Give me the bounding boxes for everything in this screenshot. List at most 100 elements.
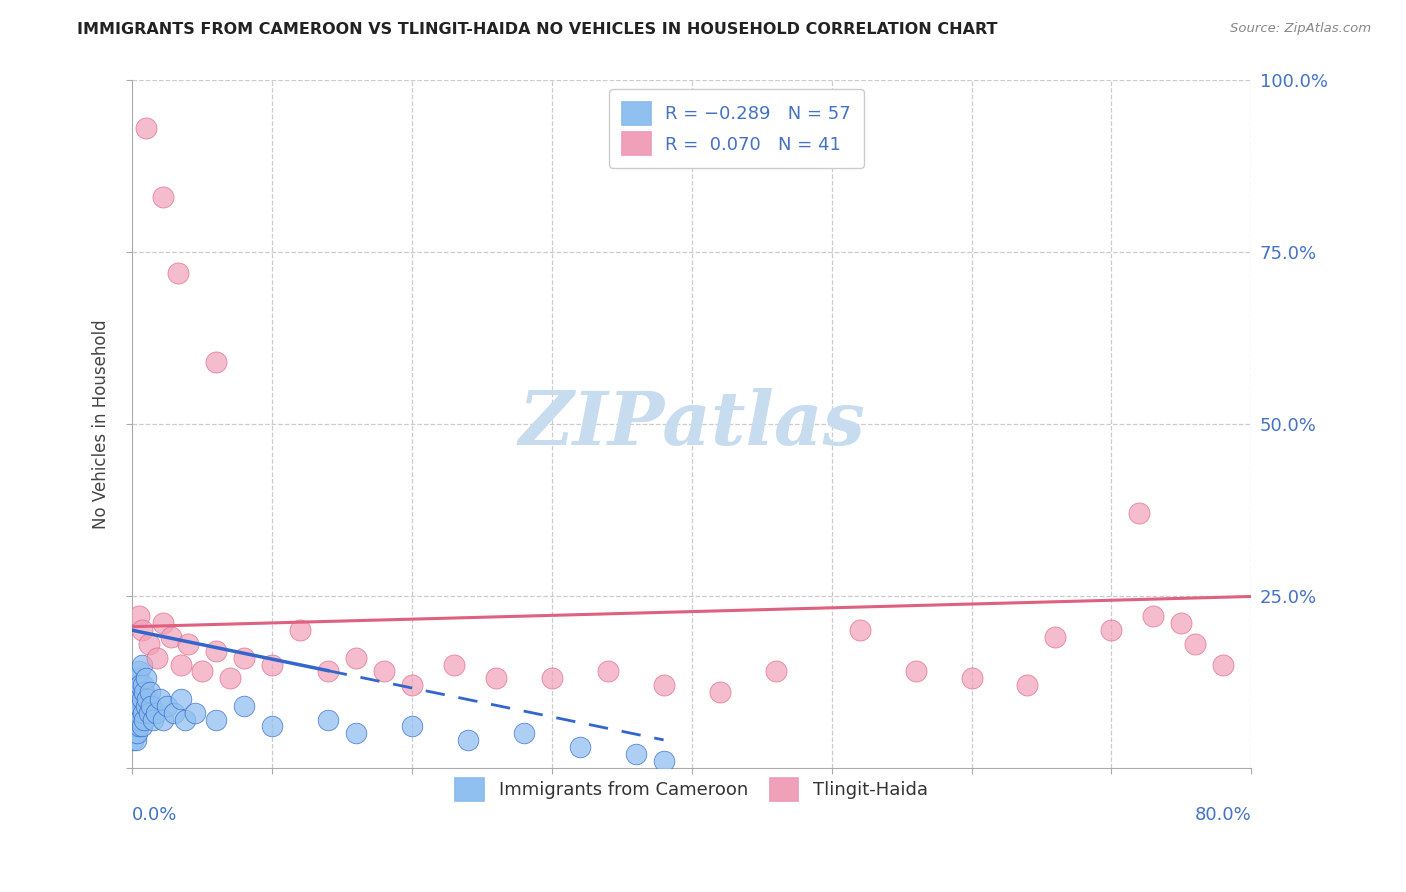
- Point: [134, 685, 156, 699]
- Point: [152, 616, 174, 631]
- Point: [160, 630, 183, 644]
- Point: [145, 706, 167, 720]
- Point: [125, 678, 148, 692]
- Point: [1212, 657, 1234, 672]
- Point: [960, 671, 983, 685]
- Point: [138, 637, 160, 651]
- Text: 80.0%: 80.0%: [1195, 805, 1251, 823]
- Point: [141, 698, 163, 713]
- Point: [205, 713, 228, 727]
- Point: [1017, 678, 1039, 692]
- Point: [288, 623, 311, 637]
- Point: [131, 657, 153, 672]
- Point: [129, 698, 152, 713]
- Point: [125, 706, 148, 720]
- Point: [163, 706, 186, 720]
- Point: [138, 706, 160, 720]
- Point: [373, 665, 395, 679]
- Point: [142, 713, 165, 727]
- Point: [146, 650, 169, 665]
- Point: [122, 719, 145, 733]
- Point: [170, 657, 193, 672]
- Point: [125, 719, 148, 733]
- Point: [128, 609, 150, 624]
- Point: [765, 665, 787, 679]
- Point: [124, 685, 146, 699]
- Point: [124, 698, 146, 713]
- Point: [1142, 609, 1164, 624]
- Point: [652, 678, 675, 692]
- Point: [232, 698, 254, 713]
- Point: [139, 685, 162, 699]
- Point: [485, 671, 508, 685]
- Point: [125, 692, 148, 706]
- Point: [129, 713, 152, 727]
- Point: [132, 678, 155, 692]
- Point: [128, 719, 150, 733]
- Point: [457, 733, 479, 747]
- Point: [904, 665, 927, 679]
- Point: [170, 692, 193, 706]
- Point: [344, 650, 367, 665]
- Point: [260, 657, 283, 672]
- Point: [149, 692, 172, 706]
- Point: [127, 671, 149, 685]
- Point: [135, 698, 157, 713]
- Point: [512, 726, 534, 740]
- Point: [127, 726, 149, 740]
- Point: [568, 740, 591, 755]
- Point: [205, 644, 228, 658]
- Point: [1170, 616, 1192, 631]
- Point: [316, 713, 339, 727]
- Point: [128, 692, 150, 706]
- Text: ZIPatlas: ZIPatlas: [519, 388, 865, 460]
- Text: 0.0%: 0.0%: [132, 805, 177, 823]
- Point: [174, 713, 197, 727]
- Point: [1128, 506, 1150, 520]
- Point: [122, 706, 145, 720]
- Y-axis label: No Vehicles in Household: No Vehicles in Household: [93, 319, 110, 529]
- Point: [316, 665, 339, 679]
- Point: [191, 665, 214, 679]
- Point: [124, 726, 146, 740]
- Point: [167, 266, 190, 280]
- Point: [184, 706, 207, 720]
- Text: Source: ZipAtlas.com: Source: ZipAtlas.com: [1230, 22, 1371, 36]
- Point: [122, 733, 145, 747]
- Point: [1184, 637, 1206, 651]
- Point: [131, 719, 153, 733]
- Point: [128, 665, 150, 679]
- Point: [136, 692, 159, 706]
- Point: [134, 713, 156, 727]
- Point: [135, 121, 157, 136]
- Point: [401, 719, 423, 733]
- Point: [709, 685, 731, 699]
- Point: [127, 685, 149, 699]
- Point: [124, 713, 146, 727]
- Point: [218, 671, 240, 685]
- Point: [127, 713, 149, 727]
- Point: [132, 706, 155, 720]
- Point: [848, 623, 870, 637]
- Point: [232, 650, 254, 665]
- Point: [152, 190, 174, 204]
- Point: [401, 678, 423, 692]
- Point: [125, 733, 148, 747]
- Point: [540, 671, 562, 685]
- Legend: Immigrants from Cameroon, Tlingit-Haida: Immigrants from Cameroon, Tlingit-Haida: [443, 765, 941, 814]
- Point: [624, 747, 647, 761]
- Point: [443, 657, 465, 672]
- Point: [127, 698, 149, 713]
- Point: [260, 719, 283, 733]
- Point: [131, 692, 153, 706]
- Point: [652, 754, 675, 768]
- Point: [596, 665, 619, 679]
- Point: [205, 355, 228, 369]
- Point: [129, 678, 152, 692]
- Point: [1101, 623, 1123, 637]
- Point: [156, 698, 179, 713]
- Point: [128, 706, 150, 720]
- Point: [135, 671, 157, 685]
- Point: [177, 637, 200, 651]
- Text: IMMIGRANTS FROM CAMEROON VS TLINGIT-HAIDA NO VEHICLES IN HOUSEHOLD CORRELATION C: IMMIGRANTS FROM CAMEROON VS TLINGIT-HAID…: [77, 22, 998, 37]
